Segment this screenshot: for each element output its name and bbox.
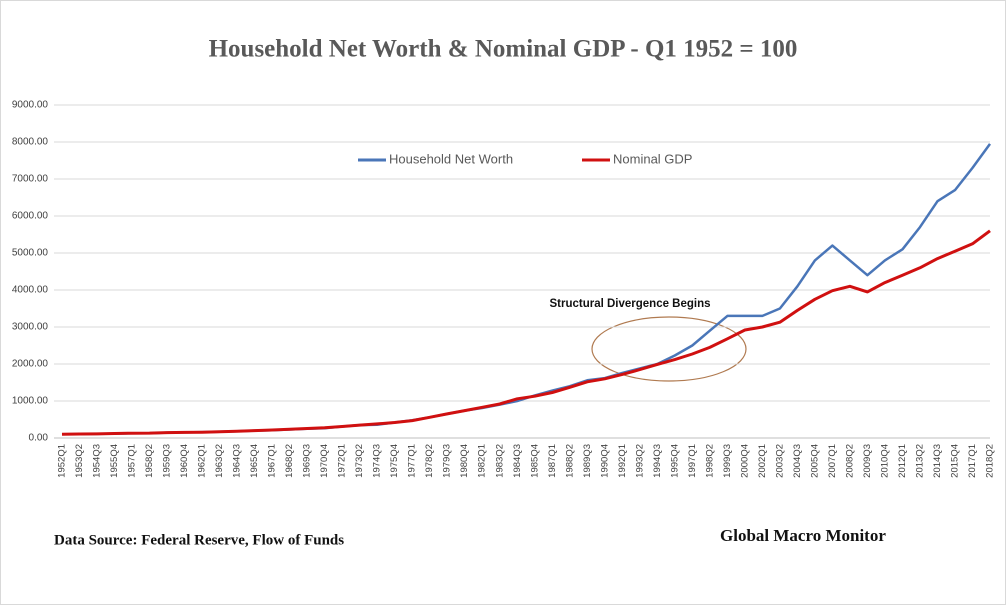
x-tick-label: 2012Q1 [897, 444, 908, 478]
x-tick-label: 2010Q4 [879, 444, 890, 478]
x-tick-label: 1957Q1 [127, 444, 138, 478]
annotation: Structural Divergence Begins [549, 298, 710, 310]
x-tick-label: 1962Q1 [197, 444, 208, 478]
credit: Global Macro Monitor [720, 526, 886, 545]
x-tick-label: 2007Q1 [827, 444, 838, 478]
x-tick-label: 1973Q2 [354, 444, 365, 478]
x-tick-label: 1965Q4 [249, 444, 260, 478]
x-tick-label: 2004Q3 [792, 444, 803, 478]
x-tick-label: 1977Q1 [407, 444, 418, 478]
y-tick-label: 1000.00 [12, 396, 49, 407]
x-tick-label: 2013Q2 [914, 444, 925, 478]
x-tick-label: 1955Q4 [109, 444, 120, 478]
x-tick-label: 1954Q3 [92, 444, 103, 478]
x-tick-label: 1975Q4 [389, 444, 400, 478]
x-tick-label: 1952Q1 [57, 444, 68, 478]
y-tick-label: 7000.00 [12, 174, 49, 185]
x-tick-label: 1969Q3 [302, 444, 313, 478]
y-tick-label: 4000.00 [12, 285, 49, 296]
x-tick-label: 1983Q2 [494, 444, 505, 478]
x-tick-label: 2008Q2 [844, 444, 855, 478]
x-tick-label: 1999Q3 [722, 444, 733, 478]
x-tick-label: 1985Q4 [529, 444, 540, 478]
x-tick-label: 1963Q2 [214, 444, 225, 478]
x-tick-label: 2003Q2 [774, 444, 785, 478]
source: Data Source: Federal Reserve, Flow of Fu… [54, 532, 344, 548]
y-tick-label: 9000.00 [12, 100, 49, 111]
x-tick-label: 1987Q1 [547, 444, 558, 478]
chart-title: Household Net Worth & Nominal GDP - Q1 1… [209, 36, 798, 63]
x-tick-label: 1964Q3 [232, 444, 243, 478]
legend-label: Nominal GDP [613, 151, 692, 166]
x-tick-label: 2015Q4 [949, 444, 960, 478]
x-tick-label: 1979Q3 [442, 444, 453, 478]
y-tick-label: 6000.00 [12, 211, 49, 222]
x-tick-label: 1984Q3 [512, 444, 523, 478]
x-tick-label: 1958Q2 [144, 444, 155, 478]
x-tick-label: 1995Q4 [669, 444, 680, 478]
x-tick-label: 1960Q4 [179, 444, 190, 478]
y-tick-label: 5000.00 [12, 248, 49, 259]
x-tick-label: 1953Q2 [74, 444, 85, 478]
annotation-ellipse [591, 316, 747, 382]
x-tick-label: 1978Q2 [424, 444, 435, 478]
x-tick-label: 2014Q3 [932, 444, 943, 478]
x-tick-label: 2009Q3 [862, 444, 873, 478]
x-tick-label: 1967Q1 [267, 444, 278, 478]
x-tick-label: 2000Q4 [739, 444, 750, 478]
x-tick-label: 1974Q3 [372, 444, 383, 478]
legend-label: Household Net Worth [389, 151, 513, 166]
x-tick-label: 2018Q2 [985, 444, 996, 478]
x-tick-label: 2005Q4 [809, 444, 820, 478]
y-tick-label: 0.00 [29, 433, 49, 444]
x-tick-label: 1990Q4 [599, 444, 610, 478]
x-tick-label: 1970Q4 [319, 444, 330, 478]
x-tick-label: 1980Q4 [459, 444, 470, 478]
x-tick-label: 1972Q1 [337, 444, 348, 478]
x-tick-label: 1982Q1 [477, 444, 488, 478]
x-tick-label: 1997Q1 [687, 444, 698, 478]
x-tick-label: 1959Q3 [162, 444, 173, 478]
y-tick-label: 8000.00 [12, 137, 49, 148]
x-tick-label: 2017Q1 [967, 444, 978, 478]
y-tick-label: 2000.00 [12, 359, 49, 370]
x-tick-label: 1994Q3 [652, 444, 663, 478]
y-tick-label: 3000.00 [12, 322, 49, 333]
x-tick-label: 1998Q2 [704, 444, 715, 478]
x-tick-label: 1993Q2 [634, 444, 645, 478]
x-tick-label: 1968Q2 [284, 444, 295, 478]
x-tick-label: 2002Q1 [757, 444, 768, 478]
series-line [61, 229, 991, 436]
x-tick-label: 1992Q1 [617, 444, 628, 478]
x-tick-label: 1989Q3 [582, 444, 593, 478]
x-tick-label: 1988Q2 [564, 444, 575, 478]
